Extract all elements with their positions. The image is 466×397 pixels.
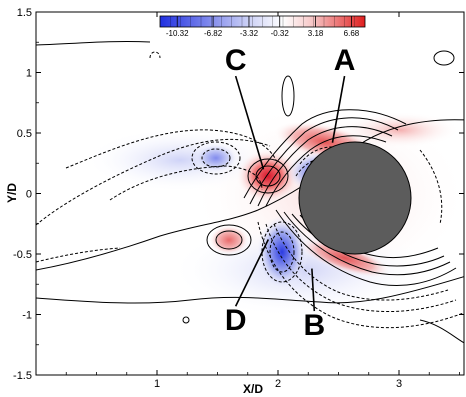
x-axis-label: X/D <box>243 382 263 396</box>
annotation-leader-C <box>234 75 265 170</box>
x-axis-ticks: 1 2 3 <box>65 12 460 390</box>
x-tick-label: 1 <box>154 378 160 390</box>
annotation-label-D: D <box>225 304 247 337</box>
negative-region-small-left <box>194 143 238 173</box>
annotation-label-C: C <box>225 44 247 77</box>
y-axis-ticks: 1.5 1 0.5 0 -0.5 -1 -1.5 <box>13 7 464 382</box>
annotation-label-A: A <box>334 44 356 77</box>
y-tick-label: 1.5 <box>17 7 32 19</box>
annotation-leader-B <box>311 268 316 312</box>
field-layer <box>36 40 464 344</box>
x-tick-label: 2 <box>275 378 281 390</box>
colorbar-tick-label: -6.82 <box>204 29 223 38</box>
colorbar: -10.32 -6.82 -3.32 -0.32 3.18 6.68 <box>159 15 366 38</box>
colorbar-tick-label: -0.32 <box>271 29 290 38</box>
positive-region-small-left <box>209 225 249 255</box>
positive-region-B-arc <box>299 238 391 278</box>
annotation-leader-A <box>331 75 346 143</box>
colorbar-ticks: -10.32 -6.82 -3.32 -0.32 3.18 6.68 <box>166 16 360 38</box>
y-tick-label: 0.5 <box>17 128 32 140</box>
negative-region-D <box>256 214 308 290</box>
annotation-label-B: B <box>303 309 325 342</box>
cylinder <box>298 141 412 255</box>
y-tick-label: -0.5 <box>13 249 32 261</box>
positive-region-C <box>236 149 300 203</box>
y-tick-label: -1 <box>22 310 32 322</box>
y-tick-label: 0 <box>26 189 32 201</box>
x-tick-label: 3 <box>396 378 402 390</box>
colorbar-tick-label: 6.68 <box>344 29 360 38</box>
y-tick-label: -1.5 <box>13 370 32 382</box>
y-axis-label: Y/D <box>5 183 19 203</box>
colorbar-tick-label: -10.32 <box>166 29 189 38</box>
y-tick-label: 1 <box>26 68 32 80</box>
colorbar-tick-label: 3.18 <box>308 29 324 38</box>
colorbar-tick-label: -3.32 <box>240 29 259 38</box>
annotation-leader-D <box>234 239 270 307</box>
annotations: A B C D <box>225 44 356 342</box>
